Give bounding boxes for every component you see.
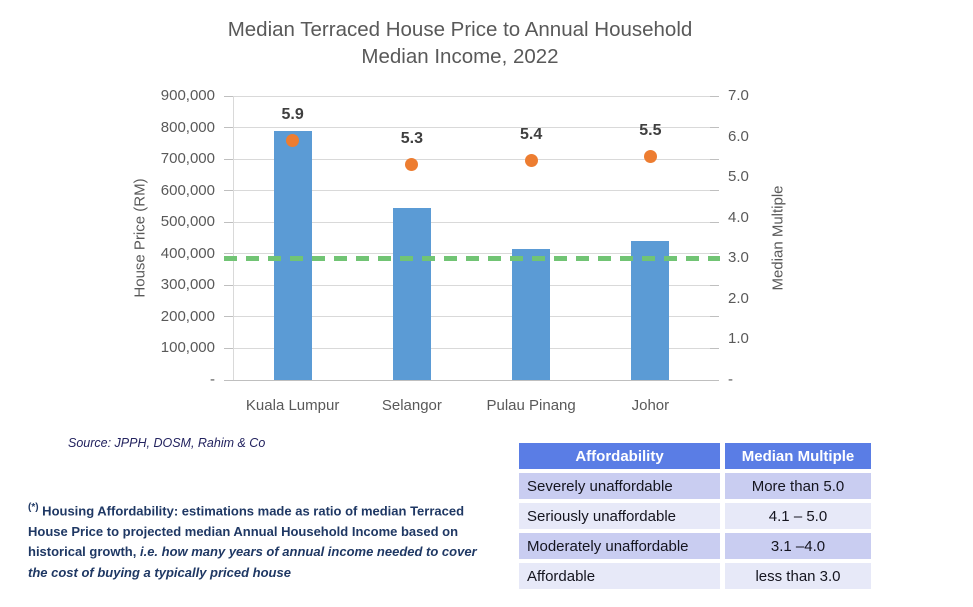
category-label: Kuala Lumpur <box>245 397 340 414</box>
category-label: Selangor <box>381 397 442 414</box>
right-axis-tick-label: 7.0 <box>728 87 749 104</box>
footnote-marker: (*) <box>28 502 39 513</box>
footnote: (*) Housing Affordability: estimations m… <box>28 498 496 583</box>
gridline <box>233 221 710 223</box>
bar-johor <box>631 241 670 380</box>
affordability-cell: Moderately unaffordable <box>519 533 720 559</box>
left-axis-tick-label: 700,000 <box>160 150 215 168</box>
left-axis-tick <box>224 127 233 129</box>
median-multiple-cell: less than 3.0 <box>725 563 871 589</box>
y-axis-line <box>233 96 234 380</box>
affordability-table: Affordability Median Multiple Severely u… <box>514 439 876 593</box>
right-axis-tick <box>710 158 719 160</box>
median-multiple-value-label: 5.5 <box>639 121 662 139</box>
table-row: Affordable less than 3.0 <box>519 563 871 589</box>
left-axis-tick <box>224 190 233 192</box>
footnote-italic-text: i.e. how many years of annual income nee… <box>28 544 477 580</box>
left-axis-tick <box>224 221 233 223</box>
right-axis-tick-label: 1.0 <box>728 330 749 348</box>
table-header-row: Affordability Median Multiple <box>519 443 871 469</box>
gridline <box>233 284 710 286</box>
right-axis-tick-label: 6.0 <box>728 127 749 145</box>
right-axis-tick <box>710 379 719 381</box>
left-axis-tick <box>224 158 233 160</box>
gridline <box>233 95 710 97</box>
bar-selangor <box>392 208 431 380</box>
gridline <box>233 127 710 129</box>
chart-title-line1: Median Terraced House Price to Annual Ho… <box>227 18 693 41</box>
footnote-bold-text: Housing Affordability: estimations made … <box>28 503 465 560</box>
right-axis-tick <box>710 127 719 129</box>
right-axis-tick <box>710 316 719 318</box>
left-axis-tick-label: 800,000 <box>160 118 215 136</box>
right-axis-tick-label: 3.0 <box>728 249 749 267</box>
left-axis-tick <box>224 253 233 255</box>
table-row: Severely unaffordable More than 5.0 <box>519 473 871 499</box>
median-multiple-point <box>405 158 419 172</box>
chart-title: Median Terraced House Price to Annual Ho… <box>175 16 745 70</box>
bar-pulau-pinang <box>512 249 551 380</box>
left-axis-tick-label: 400,000 <box>160 244 215 262</box>
left-axis-tick-label: 200,000 <box>160 307 215 325</box>
gridline <box>233 316 710 318</box>
left-axis-tick <box>224 284 233 286</box>
category-label: Pulau Pinang <box>486 397 576 414</box>
right-axis-tick-label: - <box>728 371 733 388</box>
chart-title-line2: Median Income, 2022 <box>361 45 559 68</box>
left-axis-tick-label: 600,000 <box>160 181 215 199</box>
left-axis-tick-label: - <box>210 371 215 388</box>
right-axis-tick-label: 4.0 <box>728 208 749 226</box>
median-multiple-value-label: 5.4 <box>520 125 543 143</box>
bar-kuala-lumpur <box>273 130 312 380</box>
left-axis-tick-label: 300,000 <box>160 276 215 294</box>
table-row: Seriously unaffordable 4.1 – 5.0 <box>519 503 871 529</box>
median-multiple-cell: More than 5.0 <box>725 473 871 499</box>
gridline <box>233 347 710 349</box>
source-note: Source: JPPH, DOSM, Rahim & Co <box>68 436 266 450</box>
affordability-cell: Seriously unaffordable <box>519 503 720 529</box>
left-axis-tick <box>224 316 233 318</box>
left-axis-tick-label: 900,000 <box>160 87 215 104</box>
right-axis-tick <box>710 253 719 255</box>
right-axis-tick <box>710 284 719 286</box>
median-multiple-cell: 3.1 –4.0 <box>725 533 871 559</box>
x-axis-line <box>233 379 710 381</box>
category-label: Johor <box>631 397 670 414</box>
left-axis-tick <box>224 95 233 97</box>
right-axis-tick <box>710 347 719 349</box>
median-multiple-cell: 4.1 – 5.0 <box>725 503 871 529</box>
median-multiple-point <box>286 134 300 148</box>
median-multiple-point <box>524 154 538 168</box>
left-axis-tick-label: 500,000 <box>160 213 215 231</box>
table-header-median-multiple: Median Multiple <box>725 443 871 469</box>
left-axis-tick <box>224 379 233 381</box>
median-multiple-value-label: 5.9 <box>281 105 304 123</box>
affordability-cell: Severely unaffordable <box>519 473 720 499</box>
median-multiple-value-label: 5.3 <box>400 129 423 147</box>
right-axis-tick-label: 2.0 <box>728 289 749 307</box>
table-row: Moderately unaffordable 3.1 –4.0 <box>519 533 871 559</box>
table-header-affordability: Affordability <box>519 443 720 469</box>
gridline <box>233 158 710 160</box>
gridline <box>233 190 710 192</box>
median-multiple-point <box>643 150 657 164</box>
right-axis-tick <box>710 221 719 223</box>
left-axis-tick-label: 100,000 <box>160 339 215 357</box>
gridline <box>233 253 710 255</box>
affordability-cell: Affordable <box>519 563 720 589</box>
right-axis-tick-label: 5.0 <box>728 168 749 186</box>
affordability-threshold-line <box>224 256 720 261</box>
right-axis-tick <box>710 190 719 192</box>
left-axis-tick <box>224 347 233 349</box>
right-axis-tick <box>710 95 719 97</box>
